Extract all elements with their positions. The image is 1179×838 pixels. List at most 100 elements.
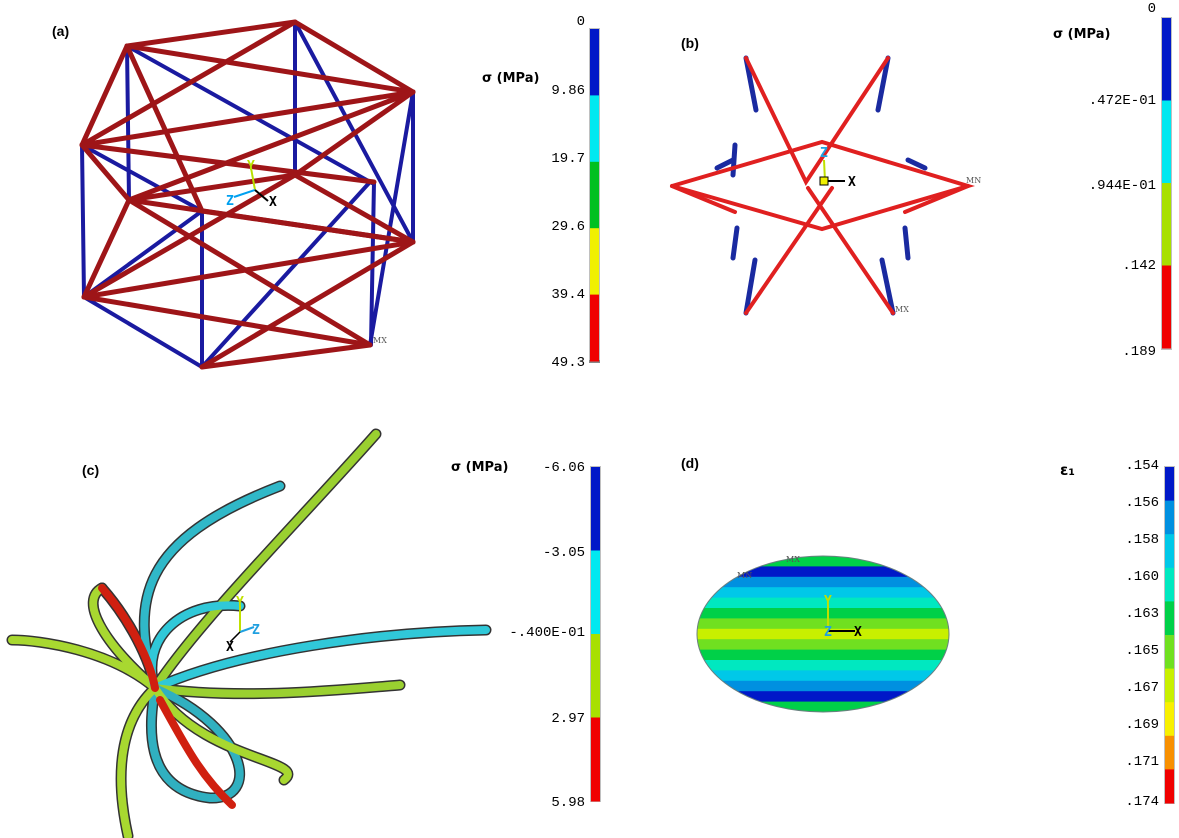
panel-a-tick: 49.3: [551, 355, 585, 371]
ellipsoid-contour-band: [697, 576, 949, 588]
panel-a-tick-labels: 0 9.86 19.7 29.6 39.4 49.3: [551, 14, 585, 371]
ellipsoid-contour-band: [697, 556, 949, 567]
panel-d-tick: .167: [1125, 680, 1159, 696]
ellipsoid-contour-band: [697, 639, 949, 651]
panel-c-structure: [6, 428, 492, 838]
colorbar-segment: [591, 717, 600, 802]
colorbar-segment: [1165, 500, 1174, 535]
panel-b-tick-labels: 0 .472E-01 .944E-01 .142 .189: [1089, 1, 1156, 360]
panel-d-ellipsoid: [697, 556, 949, 712]
panel-a-structure: [79, 19, 416, 370]
panel-d-axis-x: X: [854, 625, 862, 640]
colorbar-segment: [1162, 183, 1171, 266]
panel-b-tick: 0: [1148, 1, 1156, 17]
panel-d-tick: .156: [1125, 495, 1159, 511]
panel-b-legend-title: σ (MPa): [1053, 27, 1110, 42]
colorbar-segment: [1165, 735, 1174, 770]
panel-d-axis-y: Y: [824, 594, 832, 609]
panel-b-colorbar: [1161, 17, 1172, 350]
colorbar-segment: [1165, 635, 1174, 670]
colorbar-segment: [590, 95, 599, 163]
panel-b-tick: .142: [1122, 258, 1156, 274]
panel-c-triad: Y Z X: [226, 595, 260, 655]
panel-d-tick: .163: [1125, 606, 1159, 622]
panel-b-label: (b): [681, 35, 699, 51]
panel-d-tick: .171: [1125, 754, 1159, 770]
panel-a-axis-x: X: [269, 195, 277, 210]
panel-d-max-marker: MX: [786, 555, 800, 564]
panel-d: (d) Y Z X MX MN ε₁ .154 .156 .158 .160 .…: [681, 455, 1175, 810]
panel-d-legend-title: ε₁: [1060, 461, 1075, 479]
panel-c-tick-labels: -6.06 -3.05 -.400E-01 2.97 5.98: [509, 460, 585, 811]
colorbar-segment: [1165, 769, 1174, 804]
panel-a-legend-title: σ (MPa): [482, 71, 539, 86]
panel-b-tick: .944E-01: [1089, 178, 1156, 194]
panel-a-axis-y: Y: [247, 159, 255, 174]
panel-a-tick: 19.7: [551, 151, 585, 167]
panel-d-min-marker: MN: [737, 571, 752, 580]
panel-c-tick: 5.98: [551, 795, 585, 811]
colorbar-segment: [1162, 100, 1171, 184]
panel-a: (a): [52, 14, 600, 371]
panel-d-tick: .160: [1125, 569, 1159, 585]
ellipsoid-contour-band: [697, 628, 949, 640]
colorbar-segment: [590, 29, 599, 96]
panel-b-axis-x: X: [848, 175, 856, 190]
colorbar-segment: [591, 467, 600, 551]
panel-d-tick-labels: .154 .156 .158 .160 .163 .165 .167 .169 …: [1125, 458, 1159, 810]
panel-c-tick: 2.97: [551, 711, 585, 727]
panel-b-tick: .189: [1122, 344, 1156, 360]
panel-d-axis-z: Z: [824, 625, 832, 640]
ellipsoid-contour-band: [697, 670, 949, 682]
panel-c-tick: -.400E-01: [509, 625, 585, 641]
ellipsoid-contour-band: [697, 691, 949, 703]
panel-b-axis-z: Z: [820, 146, 828, 161]
colorbar-segment: [590, 294, 599, 362]
panel-a-tick: 39.4: [551, 287, 585, 303]
colorbar-segment: [1165, 534, 1174, 569]
panel-d-colorbar: [1164, 466, 1175, 804]
ellipsoid-contour-band: [697, 566, 949, 578]
colorbar-segment: [1162, 265, 1171, 349]
panel-b-min-marker: MN: [966, 176, 981, 185]
panel-c-axis-y: Y: [236, 595, 244, 610]
panel-c-label: (c): [82, 462, 99, 478]
colorbar-segment: [590, 161, 599, 229]
colorbar-segment: [1165, 668, 1174, 703]
panel-a-triad: Y Z X: [226, 159, 277, 210]
panel-d-tick: .154: [1125, 458, 1159, 474]
colorbar-segment: [591, 550, 600, 635]
panel-c-colorbar: [590, 466, 601, 802]
panel-c-tick: -3.05: [543, 545, 585, 561]
panel-d-tick: .165: [1125, 643, 1159, 659]
colorbar-segment: [591, 634, 600, 718]
ellipsoid-contour-band: [697, 680, 949, 692]
panel-d-triad: Y Z X: [824, 594, 862, 640]
ellipsoid-contour-band: [697, 608, 949, 619]
panel-a-tick: 29.6: [551, 219, 585, 235]
panel-d-tick: .158: [1125, 532, 1159, 548]
colorbar-segment: [1165, 702, 1174, 737]
panel-c-axis-x: X: [226, 640, 234, 655]
colorbar-segment: [1162, 18, 1171, 101]
colorbar-segment: [1165, 601, 1174, 636]
panel-a-tick: 0: [577, 14, 585, 30]
ellipsoid-contour-band: [697, 660, 949, 671]
panel-b-tick: .472E-01: [1089, 93, 1156, 109]
ellipsoid-contour-band: [697, 597, 949, 609]
panel-a-axis-z: Z: [226, 194, 234, 209]
colorbar-segment: [1165, 467, 1174, 502]
ellipsoid-contour-band: [697, 587, 949, 599]
panel-a-colorbar: [589, 28, 600, 363]
panel-b-max-marker: MX: [895, 305, 909, 314]
panel-c: (c): [6, 428, 601, 838]
ellipsoid-contour-band: [697, 649, 949, 661]
panel-c-tick: -6.06: [543, 460, 585, 476]
colorbar-segment: [1165, 567, 1174, 602]
panel-a-label: (a): [52, 23, 69, 39]
colorbar-segment: [590, 228, 599, 296]
panel-d-tick: .174: [1125, 794, 1159, 810]
panel-b-structure: [670, 55, 976, 316]
panel-c-legend-title: σ (MPa): [451, 460, 508, 475]
